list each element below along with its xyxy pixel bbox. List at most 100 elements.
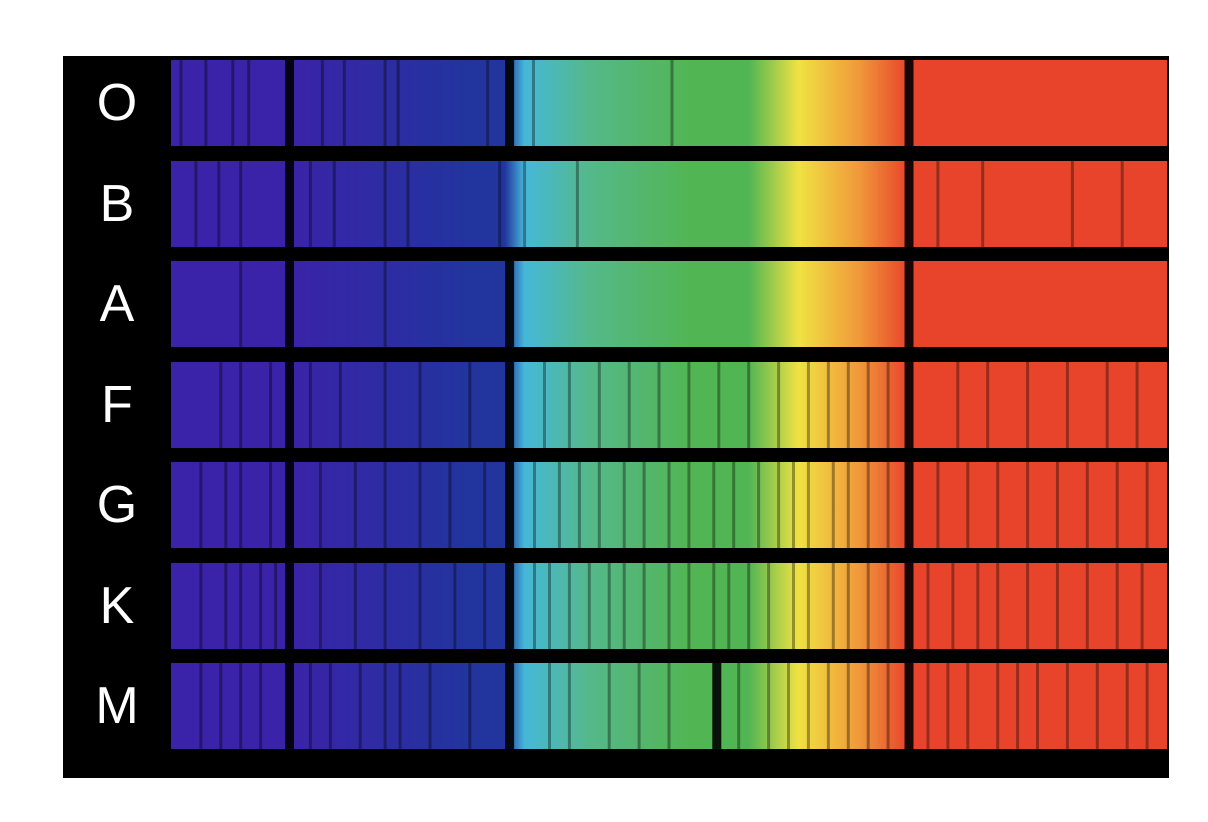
absorption-line xyxy=(468,663,472,749)
absorption-line xyxy=(505,60,515,146)
absorption-line xyxy=(505,663,515,749)
absorption-line xyxy=(523,160,527,247)
absorption-line xyxy=(179,60,183,146)
absorption-line xyxy=(926,663,930,749)
absorption-line xyxy=(996,562,1000,649)
absorption-line xyxy=(1085,562,1089,649)
absorption-line xyxy=(219,361,223,448)
absorption-line xyxy=(996,462,1000,548)
absorption-line xyxy=(1055,562,1059,649)
absorption-line xyxy=(622,462,626,548)
absorption-line xyxy=(1036,663,1039,749)
absorption-line xyxy=(806,663,810,749)
absorption-line xyxy=(936,462,940,548)
absorption-line xyxy=(904,160,914,247)
absorption-line xyxy=(1085,462,1089,548)
absorption-line xyxy=(577,462,581,548)
absorption-line xyxy=(548,663,551,749)
absorption-line xyxy=(308,361,312,448)
absorption-line xyxy=(806,562,810,649)
absorption-line xyxy=(657,361,661,448)
absorption-line xyxy=(622,562,626,649)
absorption-line xyxy=(886,663,890,749)
absorption-line xyxy=(767,663,771,749)
absorption-line xyxy=(727,562,731,649)
absorption-line xyxy=(486,60,490,146)
absorption-line xyxy=(792,562,795,649)
absorption-line xyxy=(239,663,243,749)
absorption-line xyxy=(667,462,671,548)
absorption-line xyxy=(866,361,870,448)
absorption-line xyxy=(453,562,457,649)
absorption-line xyxy=(548,562,551,649)
spectrum-strip-g xyxy=(171,462,1167,548)
absorption-line xyxy=(505,562,515,649)
absorption-line xyxy=(353,462,357,548)
absorption-line xyxy=(667,663,671,749)
absorption-line xyxy=(418,462,422,548)
absorption-line xyxy=(986,361,990,448)
absorption-line xyxy=(383,462,387,548)
absorption-line xyxy=(1105,361,1109,448)
absorption-line xyxy=(976,562,980,649)
absorption-line xyxy=(866,562,870,649)
absorption-line xyxy=(259,663,263,749)
absorption-line xyxy=(637,663,641,749)
absorption-line xyxy=(1070,160,1074,247)
spectral-type-label: F xyxy=(101,375,133,434)
absorption-line xyxy=(831,562,835,649)
absorption-line xyxy=(543,361,546,448)
absorption-line xyxy=(846,361,850,448)
absorption-line xyxy=(217,160,221,247)
absorption-line xyxy=(936,160,940,247)
absorption-line xyxy=(285,160,294,247)
absorption-line xyxy=(259,562,263,649)
absorption-line xyxy=(204,60,208,146)
absorption-line xyxy=(567,361,571,448)
spectral-type-label: M xyxy=(95,677,139,735)
absorption-line xyxy=(597,462,601,548)
absorption-line xyxy=(557,462,561,548)
absorption-line xyxy=(846,663,850,749)
absorption-line xyxy=(219,663,223,749)
absorption-line xyxy=(328,663,332,749)
absorption-line xyxy=(575,160,579,247)
absorption-line xyxy=(342,60,346,146)
absorption-line xyxy=(448,462,452,548)
absorption-line xyxy=(886,361,890,448)
absorption-line xyxy=(966,462,970,548)
absorption-line xyxy=(826,663,830,749)
absorption-line xyxy=(396,60,400,146)
absorption-line xyxy=(981,160,985,247)
absorption-line xyxy=(642,562,646,649)
absorption-line xyxy=(239,462,243,548)
absorption-line xyxy=(1135,361,1139,448)
absorption-line xyxy=(567,663,571,749)
absorption-line xyxy=(567,562,571,649)
absorption-line xyxy=(747,562,751,649)
absorption-line xyxy=(285,663,294,749)
absorption-line xyxy=(777,361,781,448)
spectral-type-label: A xyxy=(99,275,135,333)
absorption-line xyxy=(199,663,203,749)
absorption-line xyxy=(505,361,515,448)
absorption-line xyxy=(747,361,751,448)
absorption-line xyxy=(231,60,235,146)
absorption-line xyxy=(308,663,312,749)
absorption-line xyxy=(383,160,387,247)
absorption-line xyxy=(483,562,487,649)
absorption-line xyxy=(308,160,312,247)
absorption-line xyxy=(239,361,243,448)
spectrum-strip-b xyxy=(171,160,1167,247)
spectrum-strip-m xyxy=(171,663,1167,749)
absorption-line xyxy=(532,60,535,146)
absorption-line xyxy=(1095,663,1099,749)
spectrum-gradient xyxy=(171,562,1167,649)
absorption-line xyxy=(285,562,294,649)
spectrum-strip-o xyxy=(171,60,1167,146)
absorption-line xyxy=(826,361,830,448)
absorption-line xyxy=(886,562,890,649)
absorption-line xyxy=(966,663,970,749)
absorption-line xyxy=(239,261,243,347)
